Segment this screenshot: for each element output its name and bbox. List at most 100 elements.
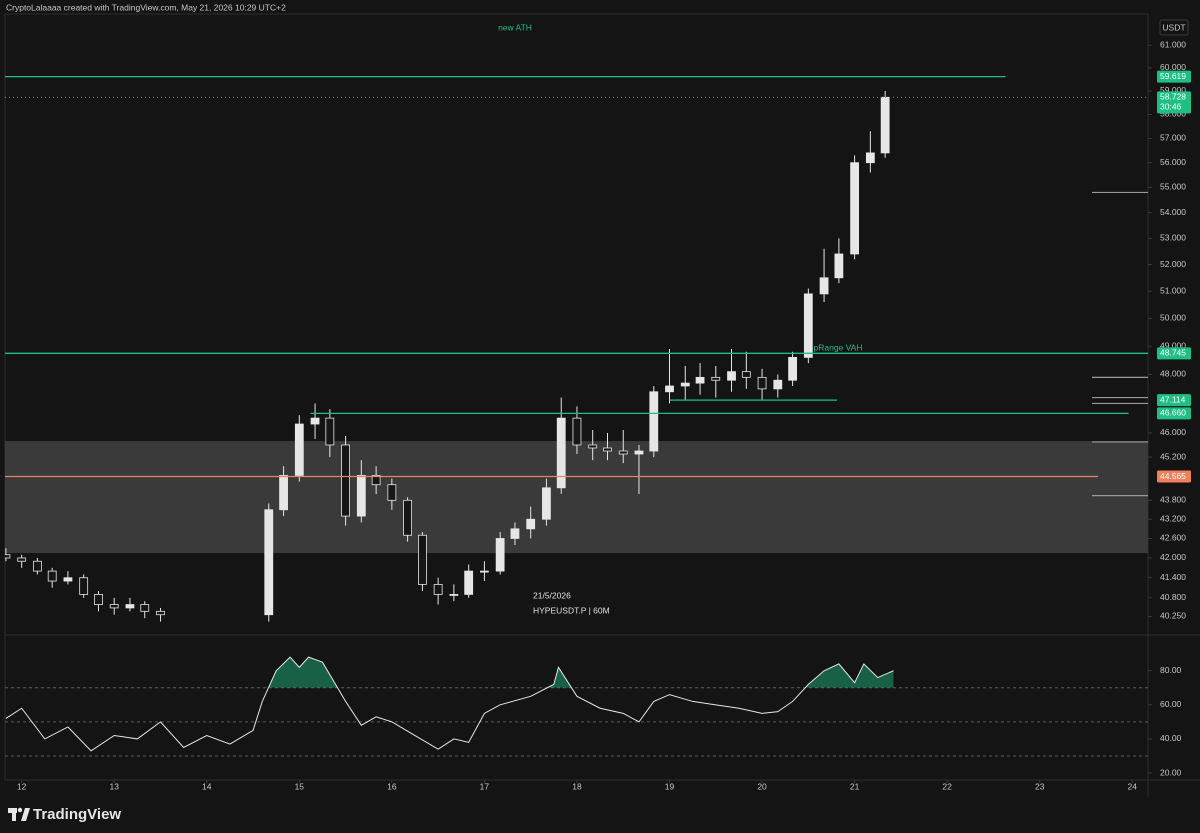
y-tick-label: 53.000	[1160, 233, 1186, 243]
candle-body	[294, 423, 304, 476]
y-tick-label: 46.000	[1160, 427, 1186, 437]
currency: USDT	[1162, 22, 1185, 32]
level-tag	[1157, 470, 1191, 483]
candle-body	[325, 417, 335, 446]
candle-body	[695, 376, 705, 384]
annotation: pRange VAH	[814, 342, 863, 352]
x-tick-label: 15	[295, 781, 305, 791]
logo-icon[interactable]	[8, 807, 30, 821]
level-tag	[1157, 407, 1191, 420]
candle-body	[125, 604, 135, 609]
y-tick-label: 50.000	[1160, 313, 1186, 323]
logo-text[interactable]: TradingView	[33, 806, 121, 823]
level-tag-label: 46.660	[1160, 408, 1186, 418]
x-tick-label: 14	[202, 781, 212, 791]
price-pane	[5, 75, 1148, 622]
candle-body	[140, 604, 150, 612]
candle-body	[433, 583, 443, 595]
candle-body	[634, 450, 644, 455]
candle-body	[880, 96, 890, 154]
x-tick-label: 24	[1128, 781, 1138, 791]
y-tick-label: 60.00	[1160, 699, 1182, 709]
candle-body	[403, 499, 412, 536]
level-tag	[1157, 394, 1191, 407]
countdown: 30:46	[1160, 102, 1182, 112]
rsi-line	[5, 656, 894, 752]
y-tick-label: 41.400	[1160, 572, 1186, 582]
candle-body	[17, 557, 27, 562]
candle-body	[5, 554, 11, 559]
candle-body	[79, 577, 89, 595]
x-tick-label: 16	[387, 781, 397, 791]
y-tick-label: 61.000	[1160, 39, 1186, 49]
y-tick-label: 60.000	[1160, 62, 1186, 72]
y-tick-label: 42.000	[1160, 552, 1186, 562]
y-tick-label: 43.800	[1160, 495, 1186, 505]
candle-body	[47, 570, 57, 582]
candle-body	[819, 277, 829, 295]
annotation: new ATH	[498, 22, 532, 32]
level-tag-label: 47.114	[1160, 394, 1186, 404]
level-tag	[1157, 347, 1191, 360]
candle-body	[464, 570, 474, 595]
candle-body	[603, 447, 612, 452]
candle-body	[757, 376, 767, 390]
y-tick-label: 80.00	[1160, 665, 1182, 675]
candle-body	[510, 528, 520, 539]
candle-body	[264, 509, 274, 616]
current-price-tag	[1157, 91, 1191, 114]
x-tick-label: 22	[942, 781, 952, 791]
logo-part	[17, 807, 23, 813]
y-tick-label: 40.250	[1160, 611, 1186, 621]
x-tick-label: 12	[17, 781, 27, 791]
current-price-label: 58.728	[1160, 92, 1186, 102]
y-tick-label: 45.200	[1160, 451, 1186, 461]
candle-body	[665, 385, 674, 393]
y-tick-label: 56.000	[1160, 157, 1186, 167]
y-tick-label: 58.000	[1160, 109, 1186, 119]
footer-bar	[0, 797, 1200, 833]
candle-body	[310, 417, 320, 425]
candle-body	[32, 560, 42, 572]
y-tick-label: 40.800	[1160, 592, 1186, 602]
candle-body	[865, 152, 875, 164]
candle-body	[850, 162, 860, 255]
candle-body	[542, 487, 551, 520]
x-tick-label: 17	[480, 781, 490, 791]
candle-body	[680, 382, 690, 387]
candle-body	[356, 475, 366, 517]
candle-body	[94, 594, 103, 605]
candle-body	[63, 577, 73, 582]
y-tick-label: 57.000	[1160, 133, 1186, 143]
x-tick-label: 23	[1035, 781, 1045, 791]
level-tag-label: 59.619	[1160, 71, 1186, 81]
candle-body	[649, 391, 659, 452]
candle-body	[418, 534, 427, 585]
candle-body	[618, 450, 628, 455]
logo-part	[21, 808, 30, 821]
y-tick-label: 49.000	[1160, 340, 1186, 350]
level-tag	[1157, 70, 1191, 83]
candle-body	[480, 570, 489, 573]
logo-part	[12, 808, 16, 821]
x-tick-label: 19	[665, 781, 675, 791]
y-tick-label: 52.000	[1160, 259, 1186, 269]
candle-body	[572, 417, 582, 446]
candle-body	[109, 604, 119, 609]
candle-body	[834, 253, 844, 279]
header-text: CryptoLalaaaa created with TradingView.c…	[6, 2, 286, 12]
y-tick-label: 20.00	[1160, 767, 1182, 777]
candle-body	[588, 444, 598, 449]
candle-body	[279, 475, 288, 511]
level-tag-label: 48.745	[1160, 348, 1186, 358]
y-tick-label: 51.000	[1160, 285, 1186, 295]
candle-body	[711, 376, 721, 381]
currency-box[interactable]	[1159, 19, 1189, 36]
candle-body	[741, 371, 751, 378]
candle-body	[341, 444, 350, 517]
candle-body	[449, 594, 459, 596]
x-tick-label: 21	[850, 781, 860, 791]
candle-body	[156, 610, 165, 616]
